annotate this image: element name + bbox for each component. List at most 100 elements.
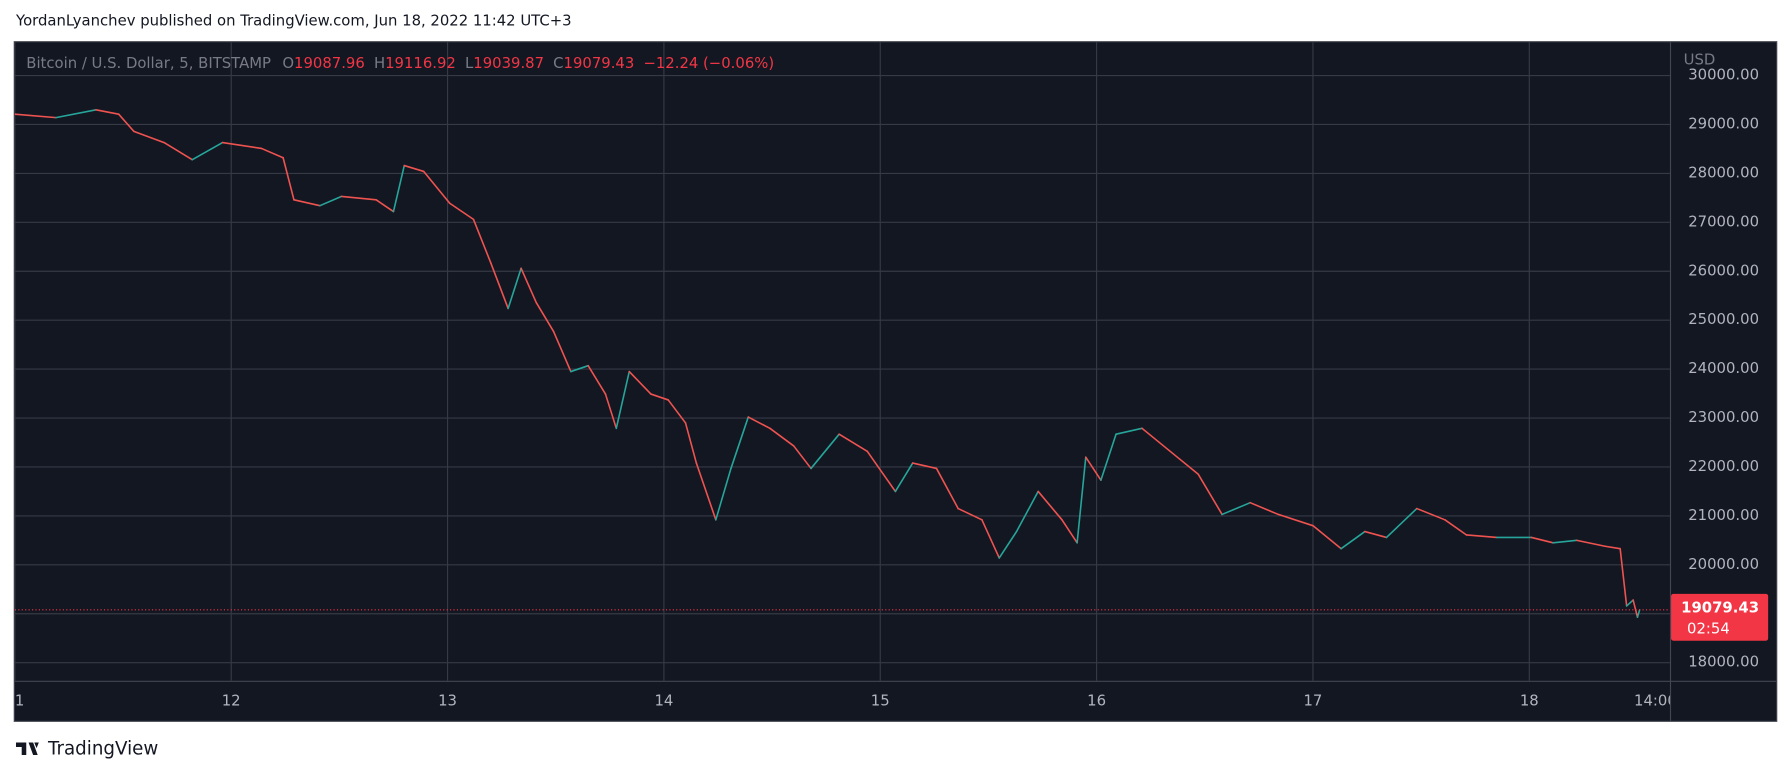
y-tick-label: 29000.00: [1688, 115, 1759, 132]
price-segment: [14, 113, 57, 119]
price-segment: [1340, 530, 1366, 550]
y-tick-label: 23000.00: [1688, 409, 1759, 426]
price-segment: [769, 427, 795, 447]
price-segment: [1625, 599, 1634, 607]
symbol: Bitcoin / U.S. Dollar, 5, BITSTAMP: [26, 55, 271, 72]
ohlc-value: 19079.43: [564, 55, 635, 72]
ohlc-label: H: [374, 55, 385, 72]
logo: [15, 742, 39, 756]
price-segment: [587, 364, 607, 395]
price-segment: [133, 130, 165, 144]
y-tick-label: 25000.00: [1688, 311, 1759, 328]
price-segment: [1141, 427, 1171, 453]
price-segment: [490, 262, 509, 310]
y-axis: 18000.0019000.0020000.0021000.0022000.00…: [1688, 67, 1759, 671]
ohlc-label: O: [282, 55, 294, 72]
price-segment: [1530, 536, 1554, 544]
price-segment: [340, 195, 377, 201]
price-segment: [392, 164, 406, 213]
chart-frame: [13, 41, 1778, 722]
price-segment: [1385, 507, 1418, 539]
price-tag: [1671, 593, 1769, 641]
price-segment: [730, 416, 750, 470]
price-tag-value: 19079.43: [1681, 600, 1759, 617]
price-segment: [866, 450, 897, 493]
y-tick-label: 30000.00: [1688, 67, 1759, 84]
x-tick-label: 12: [222, 692, 241, 709]
price-segment: [163, 141, 194, 161]
price-segment: [1636, 609, 1641, 618]
y-tick-label: 18000.00: [1688, 654, 1759, 671]
price-segment: [650, 393, 670, 401]
price-segment: [1277, 513, 1314, 527]
price-segment: [1364, 530, 1388, 539]
x-tick-label: 16: [1087, 692, 1106, 709]
price-segment: [747, 416, 771, 430]
grid: [14, 42, 1670, 681]
ohlc-value: 19116.92: [385, 55, 456, 72]
price-tag-countdown: 02:54: [1687, 620, 1730, 637]
price-segment: [615, 370, 631, 430]
brand: TradingView: [47, 738, 158, 759]
price-segment: [95, 108, 120, 116]
price-segment: [520, 267, 538, 304]
price-segment: [552, 330, 572, 373]
price-segment: [604, 393, 618, 430]
ohlc-label: C: [553, 55, 563, 72]
y-tick-label: 24000.00: [1688, 360, 1759, 377]
price-segment: [695, 462, 717, 521]
price-segment: [1115, 427, 1143, 435]
axes: 111213141516171814:0018000.0019000.00200…: [5, 67, 1769, 709]
price-segment: [403, 164, 425, 173]
price-segment: [1084, 456, 1102, 481]
price-segment: [810, 433, 840, 470]
price-segment: [570, 364, 589, 373]
x-axis: 11 12 13 14 15 16 17 18 14:00: [5, 692, 1670, 709]
price-segment: [260, 147, 284, 159]
y-tick-label: 27000.00: [1688, 213, 1759, 230]
price-segment: [1037, 490, 1063, 521]
x-tick-label: 11: [5, 692, 24, 709]
x-tick-label: 18: [1520, 692, 1539, 709]
ohlc-value: 19039.87: [473, 55, 544, 72]
y-tick-label: 28000.00: [1688, 164, 1759, 181]
price-segment: [957, 507, 983, 521]
price-segment: [1197, 473, 1223, 516]
price-segment: [472, 218, 492, 264]
price-segment: [55, 108, 97, 119]
price-segment: [894, 462, 914, 493]
price-segment: [1221, 501, 1252, 516]
y-tick-label: 26000.00: [1688, 262, 1759, 279]
price-segment: [1576, 539, 1606, 548]
price-segment: [935, 467, 959, 510]
price-segment: [1604, 545, 1621, 550]
price-segment: [1552, 539, 1578, 544]
price-segment: [1249, 501, 1280, 516]
price-segment: [998, 530, 1018, 559]
price-segment: [293, 199, 321, 207]
price-segment: [319, 195, 343, 207]
price-segment: [191, 141, 224, 161]
price-segment: [1061, 519, 1078, 544]
x-tick-label: 15: [871, 692, 890, 709]
price-segment: [911, 462, 938, 470]
price-segment: [1169, 450, 1200, 476]
x-tick-label: 13: [438, 692, 457, 709]
plot: [14, 108, 1670, 618]
y-tick-label: 20000.00: [1688, 556, 1759, 573]
price-segment: [448, 202, 475, 221]
change: −12.24 (−0.06%): [643, 55, 774, 72]
price-segment: [1015, 490, 1039, 533]
price-segment: [1415, 507, 1446, 521]
price-segment: [1076, 456, 1087, 544]
y-tick-label: 21000.00: [1688, 507, 1759, 524]
ohlc-value: 19087.96: [294, 55, 365, 72]
price-segment: [715, 467, 732, 521]
currency: USD: [1684, 52, 1716, 69]
x-tick-label: 17: [1304, 692, 1323, 709]
legend: Bitcoin / U.S. Dollar, 5, BITSTAMP O19087…: [26, 55, 774, 72]
price-segment: [667, 399, 687, 424]
x-tick-label: 14: [654, 692, 673, 709]
header: YordanLyanchev published on TradingView.…: [15, 13, 572, 30]
